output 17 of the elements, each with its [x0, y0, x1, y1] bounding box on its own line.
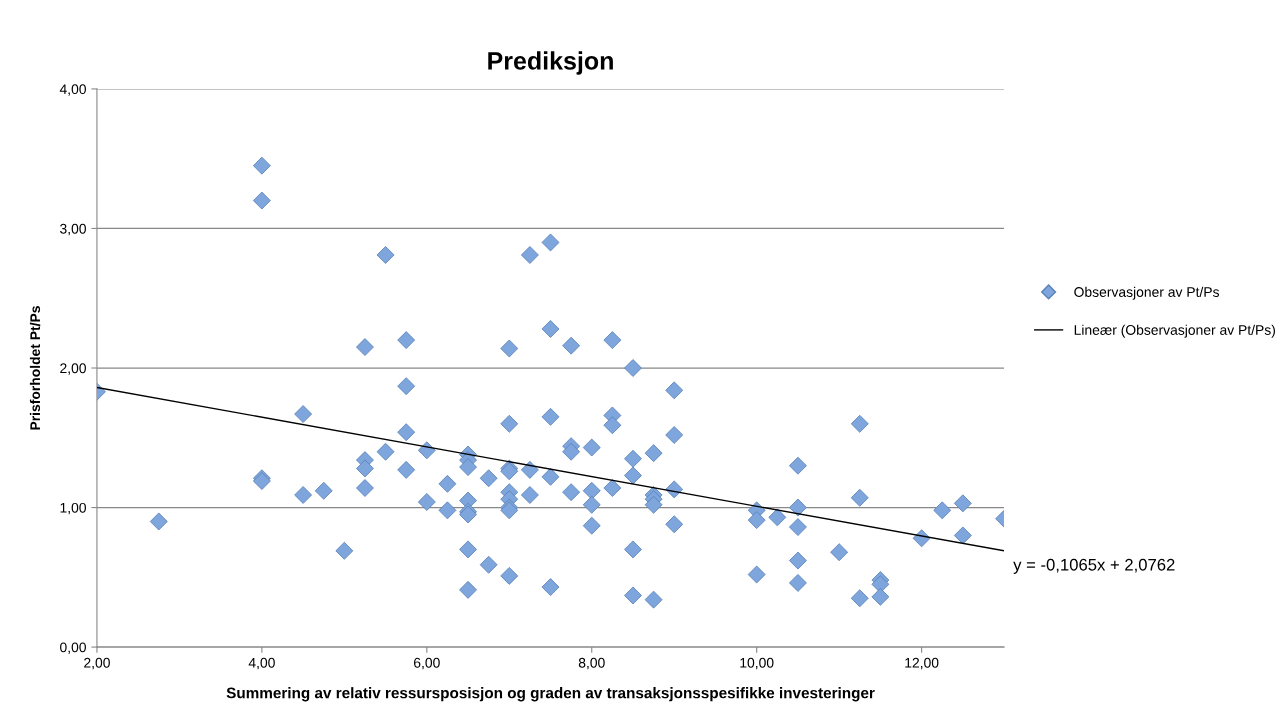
y-tick-label: 0,00	[60, 642, 86, 654]
text: y = -0,1065x + 2,0762	[1013, 558, 1175, 574]
y-tick-label: 1,00	[60, 502, 86, 515]
x-tick-label: 2,00	[84, 657, 110, 670]
y-axis-title: Prisforholdet Pt/Ps	[29, 306, 41, 430]
legend-label: Lineær (Observasjoner av Pt/Ps)	[1074, 324, 1275, 338]
x-tick-label: 12,00	[905, 657, 939, 670]
y-tick-label: 4,00	[59, 84, 86, 96]
x-tick-label: 10,00	[740, 657, 774, 670]
x-tick-label: 6,00	[414, 657, 440, 670]
y-tick-label: 2,00	[60, 363, 86, 375]
x-tick-label: 8,00	[578, 657, 605, 670]
x-tick-label: 4,00	[248, 657, 275, 670]
x-axis-title: Summering av relativ ressursposisjon og graden av transaksjonsspesifikke investeringer	[226, 687, 875, 702]
legend-label: Observasjoner av Pt/Ps	[1074, 286, 1220, 300]
y-tick-label: 3,00	[60, 223, 86, 236]
chart-title: Prediksjon	[488, 51, 613, 75]
